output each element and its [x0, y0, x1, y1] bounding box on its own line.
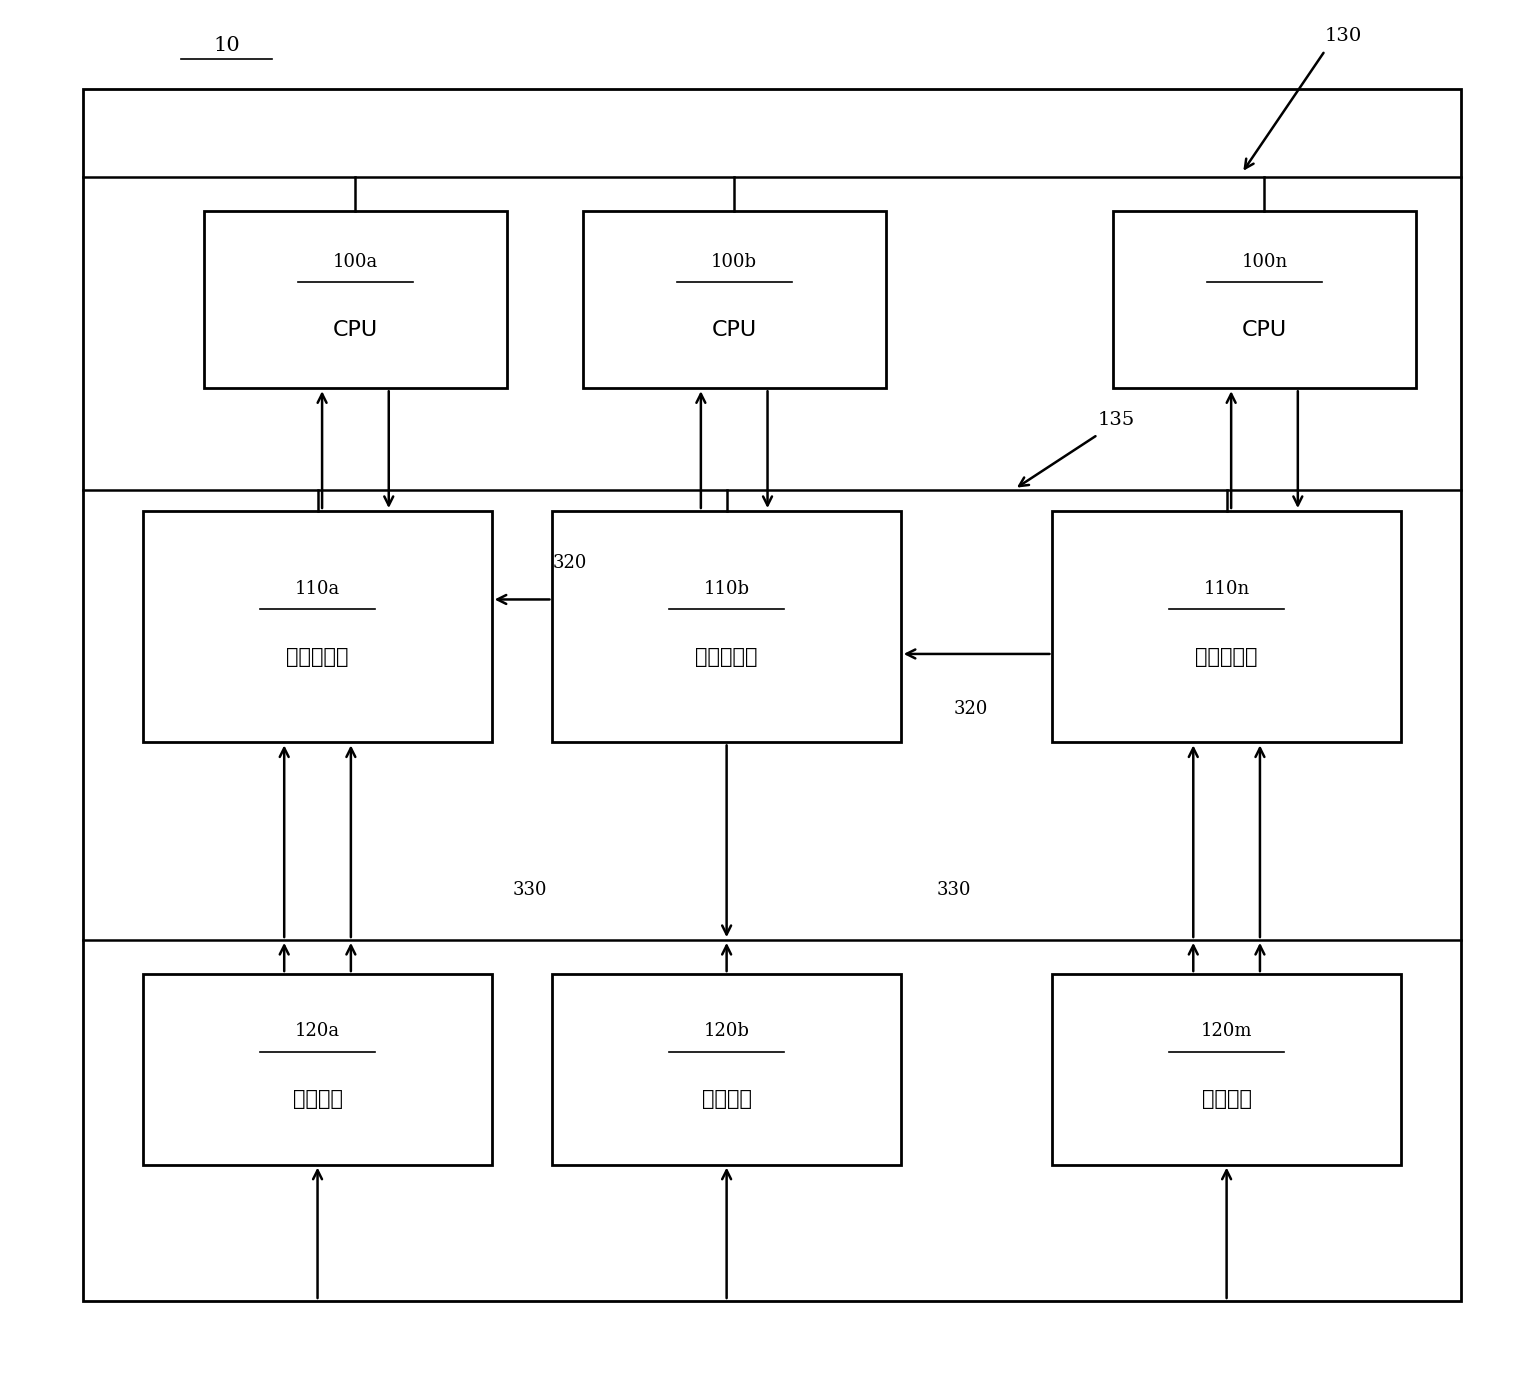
Text: 100a: 100a: [333, 253, 378, 271]
Text: 110n: 110n: [1203, 579, 1249, 597]
Text: 320: 320: [954, 700, 988, 718]
Text: 120m: 120m: [1200, 1022, 1252, 1040]
Text: 320: 320: [552, 555, 587, 572]
Text: 中断控制器: 中断控制器: [696, 647, 758, 666]
Text: 135: 135: [1098, 411, 1135, 429]
Text: 中断控制器: 中断控制器: [286, 647, 349, 666]
Text: CPU: CPU: [1242, 319, 1287, 340]
Text: CPU: CPU: [711, 319, 757, 340]
Text: 外部设备: 外部设备: [292, 1090, 342, 1109]
Text: 100b: 100b: [711, 253, 757, 271]
Text: 330: 330: [937, 881, 971, 899]
Bar: [144, 510, 492, 743]
Text: 330: 330: [512, 881, 547, 899]
Text: 120a: 120a: [295, 1022, 339, 1040]
Bar: [583, 212, 885, 388]
Bar: [203, 212, 508, 388]
Bar: [83, 88, 1462, 1300]
Text: 100n: 100n: [1242, 253, 1287, 271]
Bar: [552, 510, 901, 743]
Text: 10: 10: [213, 36, 240, 55]
Text: 中断控制器: 中断控制器: [1196, 647, 1258, 666]
Text: 130: 130: [1326, 28, 1362, 45]
Text: 110b: 110b: [703, 579, 749, 597]
Text: 外部设备: 外部设备: [1202, 1090, 1252, 1109]
Bar: [1052, 510, 1401, 743]
Bar: [144, 974, 492, 1164]
Bar: [552, 974, 901, 1164]
Text: CPU: CPU: [333, 319, 378, 340]
Bar: [1052, 974, 1401, 1164]
Bar: [1113, 212, 1416, 388]
Text: 110a: 110a: [295, 579, 339, 597]
Text: 外部设备: 外部设备: [702, 1090, 752, 1109]
Text: 120b: 120b: [703, 1022, 749, 1040]
